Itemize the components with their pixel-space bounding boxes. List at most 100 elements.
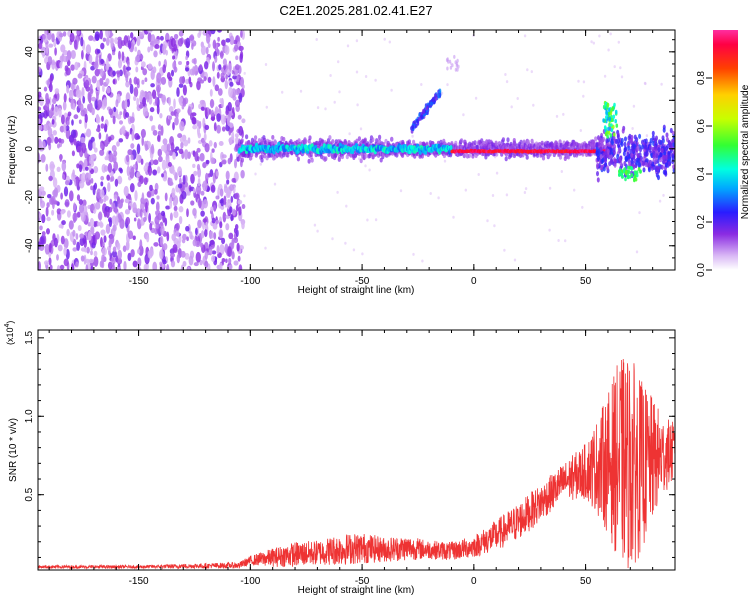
spectrogram-cell <box>38 106 42 111</box>
spectrogram-cell <box>154 96 158 106</box>
spectrogram-cell <box>234 88 241 96</box>
spectrogram-cell <box>212 76 216 87</box>
spectrogram-cell <box>234 44 239 52</box>
spectrogram-cell <box>236 75 240 83</box>
spectrogram-cell <box>63 258 69 267</box>
spectrogram-cell <box>100 181 104 187</box>
spectrogram-cell <box>144 77 148 83</box>
spectrogram-cell <box>147 165 151 173</box>
spectrogram-x-tick-label: -150 <box>129 276 149 287</box>
spectrogram-cell <box>56 254 59 261</box>
spectrogram-cell <box>613 102 616 108</box>
spectrogram-cell <box>642 167 646 173</box>
spectrogram-cell <box>185 67 190 72</box>
spectrogram-cell <box>56 166 61 173</box>
spectrogram-cell <box>205 221 209 231</box>
spectrogram-cell <box>110 175 115 182</box>
spectrogram-cell <box>39 186 45 192</box>
spectrogram-cell <box>223 195 227 206</box>
spectrogram-cell <box>100 175 105 181</box>
spectrogram-cell <box>115 99 119 108</box>
spectrogram-cell <box>91 96 97 102</box>
spectrogram-cell <box>178 148 184 155</box>
spectrogram-cell <box>239 53 243 64</box>
spectrogram-cell <box>618 156 622 162</box>
spectrogram-cell <box>98 211 103 221</box>
spectrogram-cell <box>313 223 317 227</box>
spectrogram-cell <box>81 86 85 98</box>
spectrogram-cell <box>226 116 230 127</box>
spectrogram-cell <box>215 170 219 177</box>
spectrogram-cell <box>135 66 139 73</box>
spectrogram-cell <box>211 250 217 255</box>
spectrogram-cell <box>620 172 623 177</box>
spectrogram-cell <box>187 105 191 116</box>
spectrogram-cell <box>76 241 80 252</box>
spectrogram-cell <box>143 263 148 270</box>
spectrogram-cell <box>390 88 393 92</box>
spectrogram-cell <box>185 225 190 232</box>
spectrogram-cell <box>374 78 377 82</box>
spectrogram-cell <box>88 154 94 165</box>
spectrogram-cell <box>99 142 104 150</box>
spectrogram-cell <box>650 165 654 171</box>
spectrogram-cell <box>53 187 59 198</box>
spectrogram-cell <box>185 55 188 61</box>
spectrogram-cell <box>70 82 75 90</box>
spectrogram-cell <box>605 138 609 144</box>
spectrogram-cell <box>100 58 105 65</box>
spectrogram-cell <box>90 250 93 256</box>
snr-y-tick-label: 0.5 <box>24 487 35 501</box>
spectrogram-cell <box>281 90 284 94</box>
spectrogram-cell <box>425 106 428 111</box>
spectrogram-cell <box>64 180 70 186</box>
spectrogram-cell <box>357 136 361 142</box>
spectrogram-cell <box>310 157 314 163</box>
spectrogram-cell <box>97 221 100 227</box>
spectrogram-cell <box>664 170 667 176</box>
spectrogram-cell <box>139 54 144 60</box>
spectrogram-cell <box>206 186 210 192</box>
spectrogram-cell <box>134 190 138 202</box>
spectrogram-cell <box>107 261 113 270</box>
spectrogram-cell <box>82 96 86 104</box>
spectrogram-cell <box>530 138 534 144</box>
spectrogram-cell <box>453 54 456 59</box>
snr-series-line <box>38 359 675 570</box>
spectrogram-cell <box>97 99 103 109</box>
spectrogram-cell <box>124 198 130 204</box>
spectrogram-cell <box>222 58 228 66</box>
spectrogram-cell <box>117 213 121 220</box>
spectrogram-cell <box>88 35 94 41</box>
spectrogram-cell <box>170 260 176 268</box>
spectrogram-cell <box>660 164 664 170</box>
spectrogram-cell <box>636 157 640 163</box>
spectrogram-cell <box>90 266 94 270</box>
spectrogram-cell <box>602 152 606 158</box>
spectrogram-cell <box>95 201 101 210</box>
spectrogram-cell <box>68 90 74 100</box>
spectrogram-cell <box>215 219 220 224</box>
spectrogram-cell <box>196 147 201 153</box>
spectrogram-cell <box>149 44 154 52</box>
snr-y-multiplier-close: ) <box>5 321 15 324</box>
colorbar-tick-label: 0.0 <box>696 263 707 277</box>
spectrogram-cell <box>76 145 82 153</box>
spectrogram-cell <box>96 79 101 91</box>
spectrogram-cell <box>237 199 243 205</box>
spectrogram-cell <box>649 159 653 166</box>
spectrogram-cell <box>662 193 665 197</box>
spectrogram-cell <box>134 46 138 52</box>
spectrogram-cell <box>130 143 135 149</box>
spectrogram-cell <box>100 123 105 129</box>
spectrogram-cell <box>208 249 213 254</box>
spectrogram-cell <box>153 189 158 195</box>
spectrogram-cell <box>116 141 120 147</box>
spectrogram-cell <box>177 133 183 139</box>
spectrogram-cell <box>213 232 217 240</box>
spectrogram-cell <box>667 154 671 160</box>
spectrogram-cell <box>141 79 145 85</box>
spectrogram-cell <box>45 206 49 217</box>
spectrogram-cell <box>46 136 52 144</box>
spectrogram-cell <box>160 125 164 136</box>
